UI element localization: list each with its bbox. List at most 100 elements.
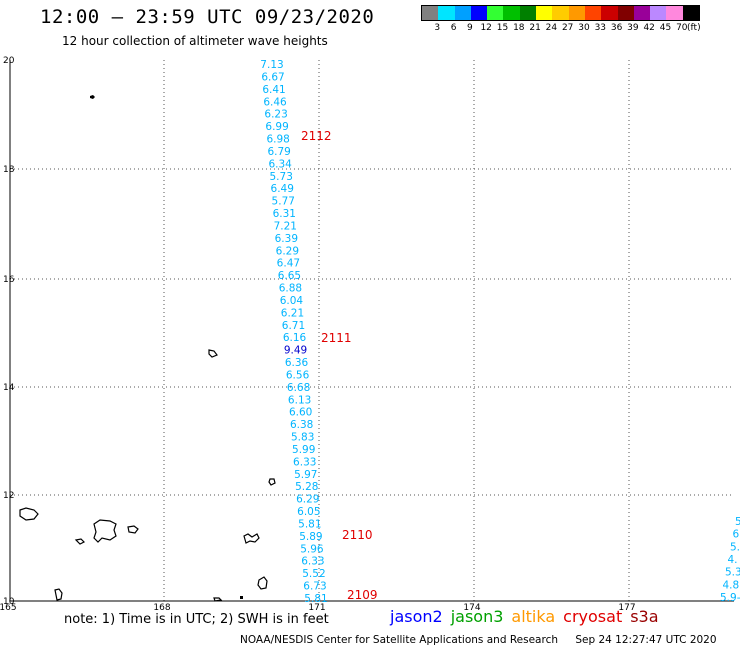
swh-value: 5.81 (304, 593, 327, 605)
satellite-jason2: jason2 (390, 607, 443, 626)
legend-swatch (422, 6, 439, 20)
island (90, 95, 95, 99)
swh-value: 6.39 (275, 233, 298, 245)
legend-swatch (519, 6, 537, 20)
orbit-number: 2110 (342, 528, 373, 542)
longitude-tick: 165 (0, 603, 17, 613)
swh-value: 6.33 (293, 456, 316, 468)
swh-value: 5.89 (299, 531, 322, 543)
longitude-tick: 171 (308, 603, 325, 613)
swh-value: 6.73 (303, 581, 326, 593)
island (257, 576, 268, 590)
legend-label: 36 (610, 23, 623, 33)
swh-value: 6.88 (279, 283, 302, 295)
swh-value: 6.47 (277, 258, 300, 270)
swh-value: 6.49 (271, 183, 294, 195)
swh-value: 5.73 (270, 171, 293, 183)
island (127, 525, 139, 534)
legend-label: 27 (561, 23, 574, 33)
legend-swatch (584, 6, 602, 20)
swh-value: 6.16 (283, 332, 307, 344)
swh-value: 5.28 (295, 481, 318, 493)
swh-value: 6.67 (261, 71, 284, 83)
swh-value: 6.13 (288, 394, 311, 406)
satellite-s3a: s3a (630, 607, 659, 626)
swh-value: 5.96 (300, 543, 324, 555)
legend-label: 45 (659, 23, 672, 33)
swh-value: 6.21 (281, 307, 304, 319)
satellite-cryosat: cryosat (563, 607, 623, 626)
legend-label: 9 (467, 23, 473, 33)
swh-value: 6.56 (286, 369, 310, 381)
island (243, 533, 260, 544)
legend-label: 3 (434, 23, 441, 33)
longitude-tick: 177 (618, 603, 635, 613)
swh-value-edge: 6 (733, 529, 740, 541)
orbit-number: 2109 (347, 588, 378, 602)
orbit-number: 2111 (321, 331, 352, 345)
swh-value: 6.65 (278, 270, 301, 282)
legend-swatch (650, 6, 667, 20)
swh-value: 6.34 (268, 158, 292, 170)
longitude-tick: 168 (153, 603, 170, 613)
legend-label: 18 (513, 23, 525, 33)
latitude-tick: 16 (3, 275, 15, 285)
island (93, 519, 117, 543)
latitude-tick: 14 (3, 383, 15, 393)
swh-value-edge: 4.8 (723, 579, 740, 591)
swh-value: 6.05 (297, 506, 320, 518)
footer-note: note: 1) Time is in UTC; 2) SWH is in fe… (64, 612, 329, 627)
swh-value: 6.79 (267, 146, 290, 158)
swh-value: 5.81 (298, 518, 321, 530)
legend-swatch (552, 6, 569, 20)
map-grid (9, 60, 734, 602)
swh-value: 5.77 (272, 196, 295, 208)
legend-swatch (470, 6, 488, 20)
map-subtitle: 12 hour collection of altimeter wave hei… (62, 34, 328, 48)
generated-timestamp: Sep 24 12:27:47 UTC 2020 (575, 634, 717, 646)
legend-label: 70 (676, 23, 688, 33)
satellite-legend: jason2 jason3 altika cryosat s3a (390, 607, 667, 626)
swh-value: 6.41 (262, 84, 285, 96)
satellite-altika: altika (511, 607, 556, 626)
swh-value: 6.29 (276, 245, 299, 257)
legend-labels: 3 6 9 12 15 18 21 24 27 30 33 36 39 42 45 70 (ft) (421, 21, 700, 35)
swh-value: 7.21 (274, 220, 297, 232)
swh-value: 6.68 (287, 382, 310, 394)
legend-label: 33 (594, 23, 607, 33)
legend-swatch (666, 6, 683, 20)
swh-value: 6.98 (266, 134, 289, 146)
swh-value: 6.04 (280, 295, 304, 307)
island (208, 349, 218, 358)
swh-value: 5.52 (302, 568, 325, 580)
legend-swatch (601, 6, 618, 20)
latitude-tick: 18 (3, 165, 15, 175)
latitude-tick: 10 (3, 597, 15, 607)
swh-value: 6.99 (265, 121, 288, 133)
swh-value: 6.33 (301, 556, 324, 568)
swh-value: 6.46 (263, 96, 287, 108)
legend-swatch (568, 6, 585, 20)
island (74, 538, 86, 545)
orbit-number: 2112 (301, 129, 332, 143)
altimeter-track: 7.136.676.416.466.236.996.986.796.345.73… (260, 59, 327, 605)
latitude-tick: 12 (3, 491, 14, 501)
swh-value: 5.83 (291, 432, 314, 444)
legend-label: 21 (529, 23, 541, 33)
swh-value: 6.31 (273, 208, 296, 220)
swh-value-edge: 5.9- (720, 592, 740, 604)
credit-text: NOAA/NESDIS Center for Satellite Applica… (240, 634, 558, 646)
legend-swatch (633, 6, 651, 20)
swh-value-edge: 5 (735, 516, 740, 528)
swh-value: 5.97 (294, 469, 317, 481)
island (54, 588, 63, 601)
swh-value: 6.29 (296, 494, 319, 506)
swh-value-edge: 4. (728, 554, 738, 566)
satellite-jason3: jason3 (450, 607, 504, 626)
legend-swatch (503, 6, 520, 20)
legend-swatch (536, 6, 553, 20)
color-legend: 3 6 9 12 15 18 21 24 27 30 33 36 39 42 45 70 (ft) (421, 5, 701, 35)
swh-value: 9.49 (284, 345, 307, 357)
altimeter-track-edge: 565.4.5.34.85.9- (720, 516, 740, 604)
island (19, 507, 39, 521)
